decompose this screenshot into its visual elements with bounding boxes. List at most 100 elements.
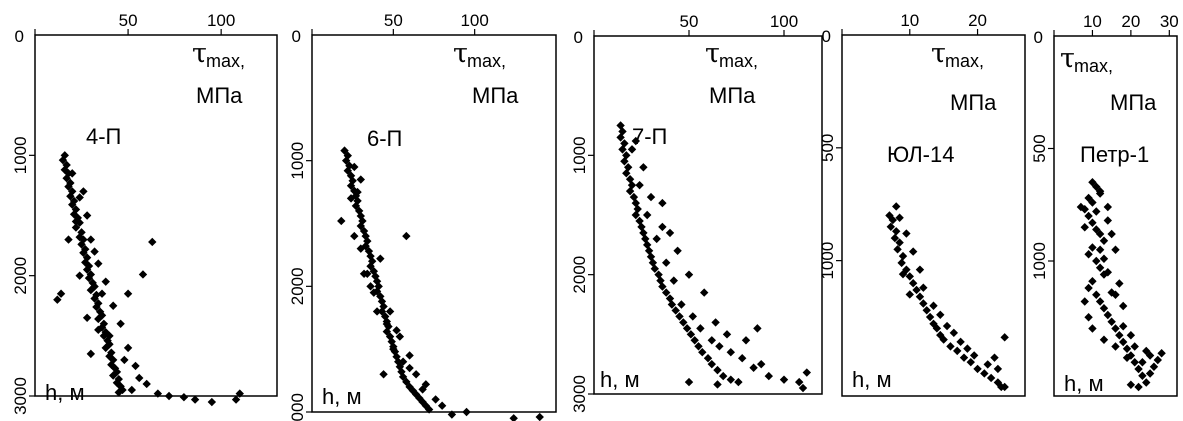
data-point	[713, 380, 722, 389]
data-point	[123, 343, 133, 353]
panel-title: Петр-1	[1080, 142, 1149, 167]
x-tick-label: 20	[1121, 12, 1140, 31]
data-point	[81, 244, 90, 254]
data-point	[1126, 331, 1136, 340]
data-point	[68, 200, 77, 209]
data-point	[164, 391, 174, 401]
data-point	[915, 265, 925, 274]
data-point	[462, 407, 471, 417]
data-point	[1134, 364, 1143, 374]
data-point	[895, 238, 904, 247]
data-point	[58, 155, 68, 165]
data-point	[138, 270, 148, 279]
y-tick-label: 1000	[288, 142, 307, 180]
x-tick-label: 50	[384, 11, 403, 30]
x-tick-label: 10	[900, 11, 919, 30]
y-tick-label: 3000	[288, 393, 307, 421]
data-point	[75, 271, 84, 280]
data-point	[94, 259, 103, 268]
data-point	[350, 162, 359, 172]
data-point	[71, 205, 81, 214]
data-point	[652, 234, 661, 244]
data-point	[64, 182, 73, 191]
y-axis-label: h, м	[1064, 371, 1104, 396]
x-tick-label: 100	[207, 11, 235, 30]
data-point	[110, 364, 120, 373]
data-point	[671, 306, 680, 315]
data-point	[131, 361, 140, 371]
data-point	[66, 178, 75, 188]
data-point	[1084, 211, 1093, 221]
y-axis-label: h, м	[322, 384, 362, 409]
data-point	[231, 395, 241, 404]
data-point	[650, 264, 659, 273]
data-point	[627, 145, 637, 154]
data-point	[66, 192, 75, 201]
data-point	[79, 187, 88, 196]
data-point	[929, 301, 938, 310]
data-point	[75, 193, 84, 202]
data-point	[711, 318, 720, 327]
data-point	[715, 342, 724, 351]
data-point	[337, 216, 346, 226]
data-point	[908, 278, 918, 288]
data-point	[625, 186, 635, 196]
data-point	[895, 213, 904, 222]
chart-panel-3: 0 50 100 1000 2000 3000 7-П τ max, МПа h, м	[570, 12, 823, 413]
data-point	[966, 357, 975, 367]
data-point	[915, 292, 925, 301]
data-point	[986, 373, 996, 383]
data-point	[382, 319, 392, 329]
data-point	[1138, 371, 1147, 380]
data-point	[1080, 205, 1089, 214]
data-point	[1118, 322, 1128, 331]
panel-title: 7-П	[632, 124, 667, 149]
data-point	[633, 204, 642, 214]
data-point	[953, 346, 962, 356]
data-point	[665, 228, 675, 238]
x-axis-unit: МПа	[1110, 90, 1157, 115]
data-point	[105, 340, 114, 349]
data-point	[893, 245, 902, 254]
data-point	[84, 273, 94, 283]
data-point	[932, 324, 942, 333]
data-point	[1095, 297, 1105, 306]
data-point	[509, 414, 518, 421]
x-tick-label: 0	[15, 27, 24, 46]
data-point	[101, 277, 110, 286]
data-point	[973, 364, 982, 374]
data-point	[1103, 268, 1113, 277]
data-point	[71, 217, 81, 226]
y-tick-label: 1000	[1030, 242, 1049, 280]
data-point	[936, 330, 945, 340]
data-point	[94, 314, 103, 324]
data-point	[1122, 353, 1132, 362]
data-point	[405, 363, 414, 373]
data-point	[625, 175, 635, 184]
data-point	[635, 216, 644, 226]
data-point	[372, 307, 382, 316]
data-point	[86, 349, 96, 359]
data-point	[62, 173, 71, 183]
data-point	[802, 368, 811, 377]
data-point	[94, 325, 103, 335]
data-point	[123, 289, 133, 298]
data-point	[398, 357, 408, 366]
data-point	[135, 373, 144, 383]
data-point	[1088, 198, 1097, 207]
data-point	[1103, 202, 1113, 212]
data-point	[79, 248, 88, 258]
x-axis-label: τ	[931, 38, 946, 69]
x-tick-label: 0	[292, 27, 301, 46]
data-point	[1145, 369, 1155, 378]
data-point	[696, 324, 705, 333]
data-point	[369, 288, 379, 297]
y-tick-label: 3000	[11, 377, 30, 415]
data-point	[1130, 342, 1139, 351]
x-axis-label: τ	[1060, 43, 1075, 74]
plot-frame	[593, 35, 823, 395]
data-point	[99, 331, 109, 341]
data-point	[1099, 236, 1109, 245]
data-point	[690, 336, 699, 345]
data-point	[675, 312, 684, 321]
